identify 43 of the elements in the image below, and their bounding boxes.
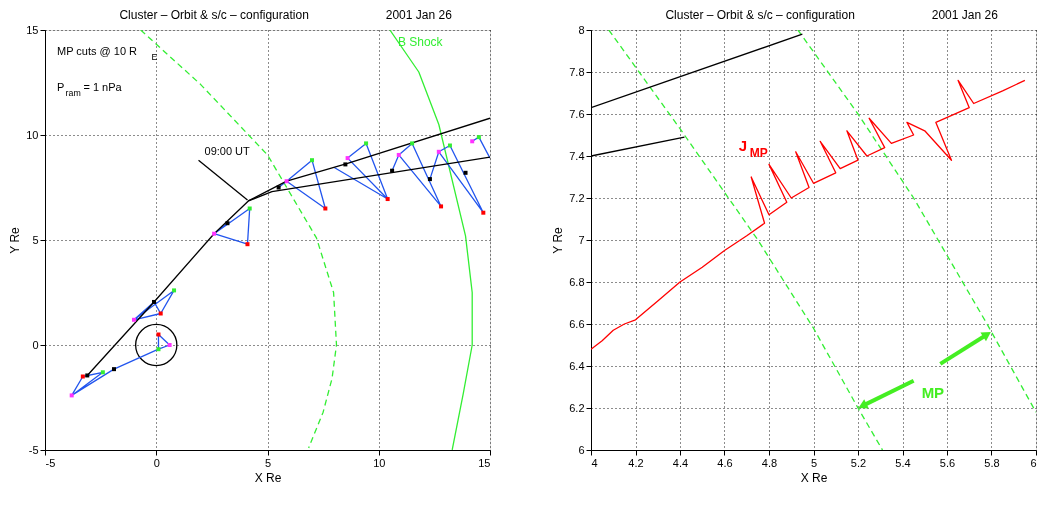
chart-subtitle: 2001 Jan 26 (385, 8, 453, 22)
y-tick-label: 6 (578, 443, 585, 456)
x-tick-label: 4.4 (672, 456, 689, 469)
y-axis-title: Y Re (551, 226, 566, 254)
y-tick-label: 6.2 (569, 401, 585, 414)
y-tick-label: 8 (578, 23, 585, 36)
x-tick-label: 5.2 (850, 456, 867, 469)
series-label: B Shock (397, 35, 444, 49)
x-tick-label: 5 (810, 456, 818, 469)
y-tick-label: 7.8 (569, 65, 585, 78)
x-tick-label: 0 (153, 456, 160, 469)
y-tick-label: 10 (26, 128, 39, 141)
x-axis-title: X Re (800, 470, 828, 485)
x-tick-label: 4.8 (761, 456, 778, 469)
x-tick-label: 4 (591, 456, 598, 469)
y-tick-label: 7.2 (569, 191, 585, 204)
x-tick-label: 5.4 (895, 456, 911, 469)
x-tick-label: 15 (478, 456, 491, 469)
y-tick-label: 0 (32, 338, 39, 351)
x-tick-label: 5 (264, 456, 272, 469)
y-tick-label: -5 (28, 443, 39, 456)
x-axis-title: X Re (254, 470, 282, 485)
y-tick-label: 6.8 (569, 275, 585, 288)
y-tick-label: 6.4 (569, 359, 585, 372)
chart-title: Cluster – Orbit & s/c – configuration (119, 8, 309, 22)
annotation: 09:00 UT (204, 145, 251, 158)
y-tick-label: 7 (578, 233, 585, 246)
x-tick-label: 5.8 (984, 456, 1000, 469)
y-tick-label: 7.6 (569, 107, 585, 120)
x-tick-label: 4.2 (628, 456, 644, 469)
x-tick-label: 4.6 (717, 456, 733, 469)
x-tick-label: -5 (45, 456, 56, 469)
y-tick-label: 15 (26, 23, 39, 36)
y-tick-label: 6.6 (569, 317, 585, 330)
x-tick-label: 5.6 (939, 456, 956, 469)
y-axis-title: Y Re (8, 226, 23, 254)
y-tick-label: 7.4 (569, 149, 585, 162)
chart-title: Cluster – Orbit & s/c – configuration (665, 8, 855, 22)
chart-subtitle: 2001 Jan 26 (931, 8, 999, 22)
y-tick-label: 5 (32, 233, 39, 246)
x-tick-label: 6 (1030, 456, 1037, 469)
x-tick-label: 10 (373, 456, 386, 469)
series-label: MP (921, 383, 945, 401)
